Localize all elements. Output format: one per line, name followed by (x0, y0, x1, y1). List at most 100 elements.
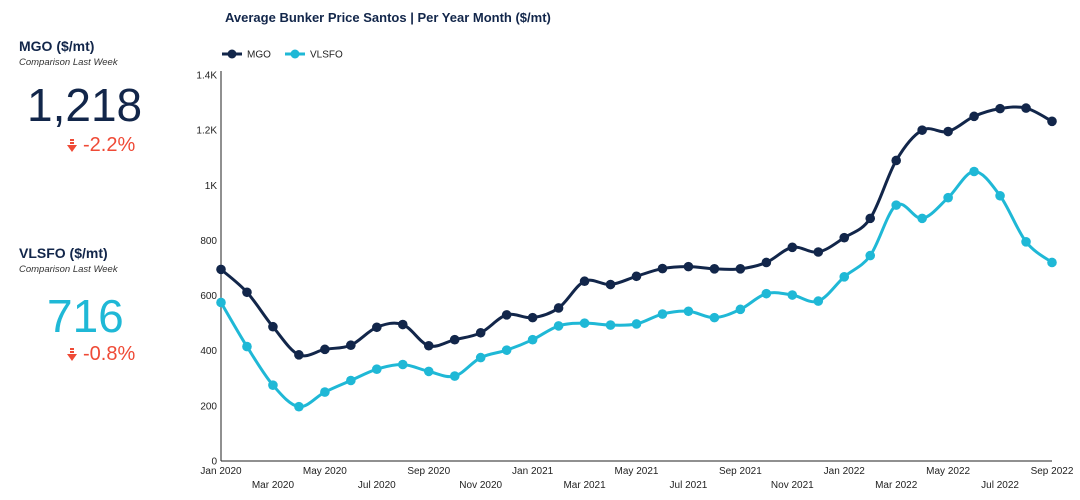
data-point-mgo[interactable] (527, 312, 538, 323)
chart-legend: MGO VLSFO (222, 49, 343, 61)
data-point-vlsfo[interactable] (372, 364, 382, 374)
series-line-vlsfo (219, 170, 1053, 409)
data-point-mgo[interactable] (553, 303, 564, 313)
y-tick-label: 400 (200, 346, 217, 357)
y-axis: 0 200 400 600 800 1K 1.2K 1.4K (196, 71, 222, 468)
data-point-vlsfo[interactable] (527, 334, 538, 345)
data-point-vlsfo[interactable] (449, 371, 460, 381)
data-point-vlsfo[interactable] (813, 296, 824, 306)
data-point-vlsfo[interactable] (397, 359, 408, 370)
data-point-mgo[interactable] (969, 111, 979, 122)
data-point-mgo[interactable] (839, 232, 850, 243)
x-tick-label: May 2022 (926, 466, 970, 477)
y-tick-label: 800 (200, 236, 217, 247)
vlsfo-kpi-value: 716 (47, 290, 124, 342)
data-point-vlsfo[interactable] (761, 288, 772, 299)
y-tick-label: 1.2K (196, 126, 217, 137)
data-point-mgo[interactable] (579, 276, 590, 287)
data-point-vlsfo[interactable] (346, 375, 356, 386)
data-point-mgo[interactable] (449, 334, 460, 345)
data-point-vlsfo[interactable] (294, 401, 304, 412)
data-point-mgo[interactable] (320, 344, 330, 355)
y-tick-label: 1K (205, 181, 218, 192)
vlsfo-kpi-card: VLSFO ($/mt) Comparison Last Week 716 -0… (19, 245, 189, 375)
data-point-mgo[interactable] (501, 310, 512, 320)
data-point-mgo[interactable] (372, 322, 382, 333)
y-tick-label: 0 (211, 457, 217, 468)
x-tick-label: Sep 2020 (407, 466, 450, 477)
y-tick-label: 600 (200, 291, 217, 302)
x-tick-label: Mar 2020 (252, 480, 295, 491)
data-point-vlsfo[interactable] (553, 321, 564, 331)
data-point-mgo[interactable] (397, 319, 408, 330)
data-point-mgo[interactable] (1047, 116, 1057, 127)
data-point-vlsfo[interactable] (943, 192, 953, 203)
data-point-mgo[interactable] (475, 327, 486, 338)
data-point-mgo[interactable] (735, 264, 746, 274)
data-point-vlsfo[interactable] (475, 352, 486, 363)
arrow-down-icon (67, 347, 77, 361)
data-point-vlsfo[interactable] (839, 272, 850, 282)
data-point-mgo[interactable] (943, 126, 953, 137)
x-tick-label: May 2020 (303, 466, 347, 477)
series-vlsfo (216, 166, 1057, 412)
legend-swatch-marker (290, 49, 300, 59)
data-point-vlsfo[interactable] (891, 200, 901, 210)
data-point-vlsfo[interactable] (969, 166, 979, 177)
data-point-vlsfo[interactable] (216, 297, 226, 308)
data-point-vlsfo[interactable] (423, 366, 434, 377)
data-point-vlsfo[interactable] (1047, 257, 1057, 268)
data-point-mgo[interactable] (761, 257, 772, 268)
data-point-vlsfo[interactable] (709, 312, 720, 323)
data-point-mgo[interactable] (1021, 103, 1031, 113)
data-point-vlsfo[interactable] (683, 306, 694, 317)
data-point-mgo[interactable] (346, 340, 356, 351)
x-tick-label: Jul 2022 (981, 480, 1019, 491)
data-point-vlsfo[interactable] (1021, 237, 1031, 247)
x-tick-label: Nov 2020 (459, 480, 502, 491)
mgo-kpi-title: MGO ($/mt) (19, 38, 95, 54)
data-point-mgo[interactable] (865, 213, 876, 224)
data-point-mgo[interactable] (631, 271, 642, 282)
x-axis: Jan 2020 Mar 2020 May 2020 Jul 2020 Sep 2020… (200, 460, 1074, 491)
series-layer (216, 103, 1057, 412)
data-point-mgo[interactable] (657, 263, 668, 274)
data-point-mgo[interactable] (423, 340, 434, 351)
data-point-vlsfo[interactable] (735, 304, 746, 315)
vlsfo-kpi-change-text: -0.8% (83, 343, 136, 365)
data-point-vlsfo[interactable] (268, 380, 278, 390)
data-point-mgo[interactable] (995, 103, 1005, 114)
data-point-mgo[interactable] (917, 125, 927, 135)
data-point-vlsfo[interactable] (995, 190, 1005, 201)
mgo-kpi-change-text: -2.2% (83, 134, 136, 156)
data-point-mgo[interactable] (268, 321, 278, 332)
data-point-mgo[interactable] (605, 279, 616, 290)
x-tick-label: Mar 2022 (875, 480, 918, 491)
data-point-vlsfo[interactable] (657, 309, 668, 319)
data-point-vlsfo[interactable] (501, 345, 512, 355)
legend-label-mgo: MGO (247, 50, 271, 61)
data-point-mgo[interactable] (294, 350, 304, 360)
data-point-mgo[interactable] (242, 287, 252, 298)
data-point-mgo[interactable] (787, 242, 798, 253)
data-point-mgo[interactable] (813, 247, 824, 257)
data-point-vlsfo[interactable] (787, 290, 798, 300)
data-point-vlsfo[interactable] (320, 387, 330, 397)
mgo-kpi-subtitle: Comparison Last Week (19, 57, 118, 68)
data-point-mgo[interactable] (683, 261, 694, 272)
data-point-vlsfo[interactable] (605, 320, 616, 330)
y-tick-label: 200 (200, 401, 217, 412)
data-point-mgo[interactable] (891, 155, 901, 166)
mgo-kpi-card: MGO ($/mt) Comparison Last Week 1,218 -2… (19, 38, 189, 168)
data-point-vlsfo[interactable] (631, 319, 642, 329)
data-point-vlsfo[interactable] (917, 213, 927, 224)
data-point-vlsfo[interactable] (865, 250, 876, 261)
mgo-kpi-change: -2.2% (67, 134, 135, 157)
data-point-vlsfo[interactable] (242, 341, 252, 352)
data-point-mgo[interactable] (216, 264, 226, 275)
data-point-mgo[interactable] (709, 264, 720, 274)
x-tick-label: Jul 2021 (670, 480, 708, 491)
data-point-vlsfo[interactable] (579, 318, 590, 328)
arrow-down-icon (67, 138, 77, 152)
